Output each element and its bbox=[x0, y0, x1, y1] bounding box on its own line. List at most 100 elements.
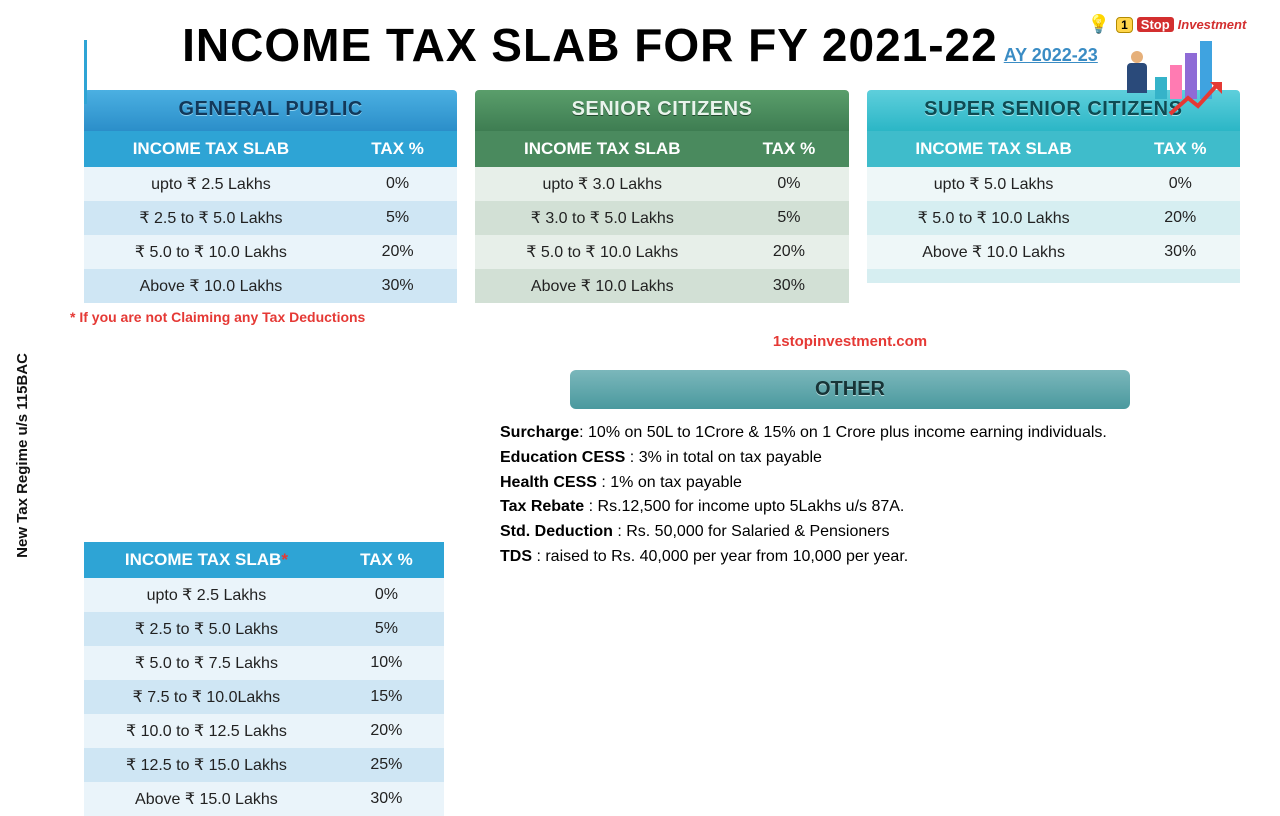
logo-bars bbox=[1155, 41, 1212, 99]
other-value: : 1% on tax payable bbox=[597, 474, 742, 491]
other-line: Std. Deduction : Rs. 50,000 for Salaried… bbox=[500, 520, 1230, 545]
col-tax: TAX % bbox=[338, 131, 457, 167]
slab-cell: Above ₹ 10.0 Lakhs bbox=[84, 269, 338, 303]
logo-bar bbox=[1185, 53, 1197, 99]
other-key: Surcharge bbox=[500, 424, 579, 441]
slab-cell: Above ₹ 15.0 Lakhs bbox=[84, 782, 329, 816]
table-row: Above ₹ 10.0 Lakhs30% bbox=[867, 235, 1240, 269]
logo-bar bbox=[1155, 77, 1167, 99]
other-line: Tax Rebate : Rs.12,500 for income upto 5… bbox=[500, 495, 1230, 520]
other-line: Surcharge: 10% on 50L to 1Crore & 15% on… bbox=[500, 421, 1230, 446]
new-regime-vlabel: New Tax Regime u/s 115BAC bbox=[14, 349, 31, 562]
general-public-header: GENERAL PUBLIC bbox=[84, 90, 457, 131]
tax-cell: 20% bbox=[329, 714, 444, 748]
tax-cell: 30% bbox=[338, 269, 457, 303]
tax-cell: 0% bbox=[329, 578, 444, 612]
col-tax: TAX % bbox=[729, 131, 848, 167]
slab-cell: Above ₹ 10.0 Lakhs bbox=[867, 235, 1121, 269]
slab-cell: ₹ 12.5 to ₹ 15.0 Lakhs bbox=[84, 748, 329, 782]
general-public-table: INCOME TAX SLABTAX % upto ₹ 2.5 Lakhs0%₹… bbox=[84, 131, 457, 303]
tax-cell: 10% bbox=[329, 646, 444, 680]
logo-badge: 💡 1 Stop Investment bbox=[1088, 14, 1247, 35]
slab-cell: ₹ 3.0 to ₹ 5.0 Lakhs bbox=[475, 201, 729, 235]
slab-cell: Above ₹ 10.0 Lakhs bbox=[475, 269, 729, 303]
other-column: 1stopinvestment.com OTHER Surcharge: 10%… bbox=[460, 329, 1240, 668]
slab-cell: ₹ 5.0 to ₹ 7.5 Lakhs bbox=[84, 646, 329, 680]
col-slab: INCOME TAX SLAB bbox=[867, 131, 1121, 167]
table-row: ₹ 3.0 to ₹ 5.0 Lakhs5% bbox=[475, 201, 848, 235]
other-key: Health CESS bbox=[500, 474, 597, 491]
other-key: Education CESS bbox=[500, 449, 625, 466]
tax-cell: 0% bbox=[1121, 167, 1240, 201]
table-row: ₹ 5.0 to ₹ 10.0 Lakhs20% bbox=[867, 201, 1240, 235]
col-slab: INCOME TAX SLAB bbox=[84, 131, 338, 167]
table-row: ₹ 10.0 to ₹ 12.5 Lakhs20% bbox=[84, 714, 444, 748]
logo-investment: Investment bbox=[1178, 17, 1247, 32]
tax-cell: 0% bbox=[338, 167, 457, 201]
table-row: upto ₹ 3.0 Lakhs0% bbox=[475, 167, 848, 201]
tax-cell: 20% bbox=[1121, 201, 1240, 235]
slab-cell: upto ₹ 2.5 Lakhs bbox=[84, 578, 329, 612]
other-key: Std. Deduction bbox=[500, 523, 613, 540]
tax-cell: 15% bbox=[329, 680, 444, 714]
logo-bar bbox=[1170, 65, 1182, 99]
tax-cell: 5% bbox=[329, 612, 444, 646]
other-key: TDS bbox=[500, 548, 532, 565]
other-line: Health CESS : 1% on tax payable bbox=[500, 471, 1230, 496]
table-row: ₹ 5.0 to ₹ 10.0 Lakhs20% bbox=[84, 235, 457, 269]
other-header: OTHER bbox=[570, 370, 1130, 409]
tax-cell: 5% bbox=[338, 201, 457, 235]
page-title: INCOME TAX SLAB FOR FY 2021-22 bbox=[182, 18, 998, 72]
slab-cell: ₹ 2.5 to ₹ 5.0 Lakhs bbox=[84, 612, 329, 646]
tax-cell: 30% bbox=[729, 269, 848, 303]
senior-citizens-header: SENIOR CITIZENS bbox=[475, 90, 848, 131]
table-row bbox=[867, 269, 1240, 283]
table-row: upto ₹ 5.0 Lakhs0% bbox=[867, 167, 1240, 201]
logo-stop: Stop bbox=[1137, 17, 1174, 32]
table-row: Above ₹ 10.0 Lakhs30% bbox=[475, 269, 848, 303]
slab-cell: ₹ 2.5 to ₹ 5.0 Lakhs bbox=[84, 201, 338, 235]
person-icon bbox=[1123, 51, 1151, 99]
other-body: Surcharge: 10% on 50L to 1Crore & 15% on… bbox=[460, 421, 1240, 570]
table-row: ₹ 5.0 to ₹ 7.5 Lakhs10% bbox=[84, 646, 444, 680]
col-slab: INCOME TAX SLAB bbox=[475, 131, 729, 167]
slab-cell bbox=[867, 269, 1121, 283]
col-tax: TAX % bbox=[1121, 131, 1240, 167]
new-regime-card: New Tax Regime u/s 115BAC INCOME TAX SLA… bbox=[70, 329, 430, 668]
slab-cell: ₹ 5.0 to ₹ 10.0 Lakhs bbox=[475, 235, 729, 269]
slab-cell: upto ₹ 3.0 Lakhs bbox=[475, 167, 729, 201]
tax-cell: 20% bbox=[338, 235, 457, 269]
table-row: ₹ 2.5 to ₹ 5.0 Lakhs5% bbox=[84, 201, 457, 235]
lower-row: New Tax Regime u/s 115BAC INCOME TAX SLA… bbox=[0, 329, 1280, 668]
other-line: TDS : raised to Rs. 40,000 per year from… bbox=[500, 545, 1230, 570]
other-value: : 10% on 50L to 1Crore & 15% on 1 Crore … bbox=[579, 424, 1107, 441]
table-row: upto ₹ 2.5 Lakhs0% bbox=[84, 578, 444, 612]
col-tax: TAX % bbox=[329, 542, 444, 578]
other-value: : raised to Rs. 40,000 per year from 10,… bbox=[532, 548, 908, 565]
table-row: ₹ 2.5 to ₹ 5.0 Lakhs5% bbox=[84, 612, 444, 646]
table-row: Above ₹ 15.0 Lakhs30% bbox=[84, 782, 444, 816]
slab-cell: upto ₹ 2.5 Lakhs bbox=[84, 167, 338, 201]
senior-citizens-card: SENIOR CITIZENS INCOME TAX SLABTAX % upt… bbox=[475, 90, 848, 303]
other-line: Education CESS : 3% in total on tax paya… bbox=[500, 446, 1230, 471]
tax-cell: 30% bbox=[1121, 235, 1240, 269]
super-senior-table: INCOME TAX SLABTAX % upto ₹ 5.0 Lakhs0%₹… bbox=[867, 131, 1240, 283]
slab-cell: ₹ 5.0 to ₹ 10.0 Lakhs bbox=[867, 201, 1121, 235]
general-public-card: GENERAL PUBLIC INCOME TAX SLABTAX % upto… bbox=[84, 90, 457, 303]
accent-bar bbox=[84, 40, 87, 104]
table-row: ₹ 5.0 to ₹ 10.0 Lakhs20% bbox=[475, 235, 848, 269]
tax-cell: 30% bbox=[329, 782, 444, 816]
slab-cell: upto ₹ 5.0 Lakhs bbox=[867, 167, 1121, 201]
logo-coin: 1 bbox=[1116, 17, 1133, 33]
logo-bar bbox=[1200, 41, 1212, 99]
tax-cell: 25% bbox=[329, 748, 444, 782]
table-row: upto ₹ 2.5 Lakhs0% bbox=[84, 167, 457, 201]
table-row: Above ₹ 10.0 Lakhs30% bbox=[84, 269, 457, 303]
other-value: : Rs. 50,000 for Salaried & Pensioners bbox=[613, 523, 890, 540]
tax-cell: 0% bbox=[729, 167, 848, 201]
other-value: : Rs.12,500 for income upto 5Lakhs u/s 8… bbox=[584, 498, 904, 515]
deduction-note: * If you are not Claiming any Tax Deduct… bbox=[70, 309, 1280, 325]
logo-chart bbox=[1123, 41, 1212, 99]
asterisk: * bbox=[281, 550, 288, 569]
website-link[interactable]: 1stopinvestment.com bbox=[773, 333, 927, 350]
